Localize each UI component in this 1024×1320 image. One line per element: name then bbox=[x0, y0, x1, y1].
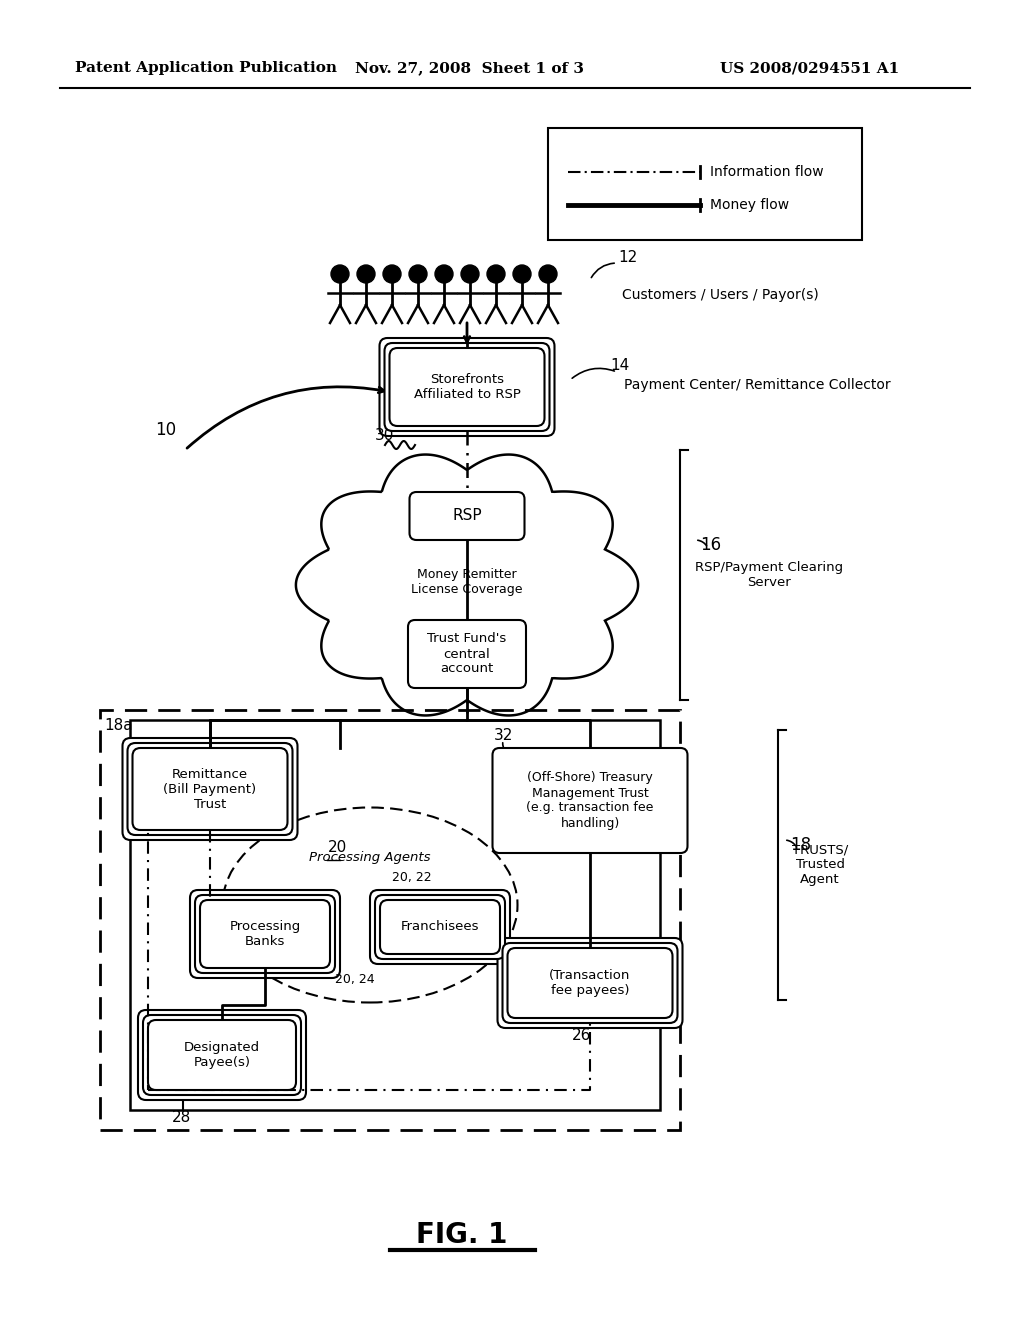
Text: Storefronts
Affiliated to RSP: Storefronts Affiliated to RSP bbox=[414, 374, 520, 401]
FancyBboxPatch shape bbox=[410, 492, 524, 540]
Text: RSP: RSP bbox=[453, 508, 482, 524]
Bar bbox=[548, 128, 862, 240]
Text: Designated
Payee(s): Designated Payee(s) bbox=[184, 1041, 260, 1069]
Circle shape bbox=[357, 265, 375, 282]
FancyBboxPatch shape bbox=[389, 348, 545, 426]
Text: Customers / Users / Payor(s): Customers / Users / Payor(s) bbox=[622, 288, 819, 302]
Text: 26: 26 bbox=[572, 1027, 592, 1043]
Text: Information flow: Information flow bbox=[710, 165, 823, 180]
FancyBboxPatch shape bbox=[138, 1010, 306, 1100]
Text: Money flow: Money flow bbox=[710, 198, 790, 213]
Circle shape bbox=[461, 265, 479, 282]
Text: Payment Center/ Remittance Collector: Payment Center/ Remittance Collector bbox=[624, 378, 891, 392]
Text: FIG. 1: FIG. 1 bbox=[417, 1221, 508, 1249]
FancyBboxPatch shape bbox=[195, 895, 335, 973]
Text: (Transaction
fee payees): (Transaction fee payees) bbox=[549, 969, 631, 997]
Text: 18: 18 bbox=[790, 836, 811, 854]
Text: 20, 24: 20, 24 bbox=[335, 974, 375, 986]
FancyBboxPatch shape bbox=[493, 748, 687, 853]
FancyBboxPatch shape bbox=[375, 895, 505, 960]
Bar bbox=[130, 719, 660, 1110]
FancyBboxPatch shape bbox=[370, 890, 510, 964]
Ellipse shape bbox=[222, 808, 517, 1002]
FancyBboxPatch shape bbox=[508, 948, 673, 1018]
Text: 32: 32 bbox=[494, 727, 513, 742]
FancyBboxPatch shape bbox=[380, 900, 500, 954]
Circle shape bbox=[539, 265, 557, 282]
FancyBboxPatch shape bbox=[498, 939, 683, 1028]
Circle shape bbox=[409, 265, 427, 282]
Text: TRUSTS/
Trusted
Agent: TRUSTS/ Trusted Agent bbox=[792, 843, 848, 887]
FancyBboxPatch shape bbox=[380, 338, 555, 436]
Text: Franchisees: Franchisees bbox=[400, 920, 479, 933]
Text: Processing
Banks: Processing Banks bbox=[229, 920, 301, 948]
Text: Trust Fund's
central
account: Trust Fund's central account bbox=[427, 632, 507, 676]
Text: 30: 30 bbox=[375, 428, 394, 442]
Text: 20: 20 bbox=[328, 841, 347, 855]
Text: Processing Agents: Processing Agents bbox=[309, 851, 431, 865]
FancyBboxPatch shape bbox=[503, 942, 678, 1023]
Text: 28: 28 bbox=[172, 1110, 191, 1126]
Text: Nov. 27, 2008  Sheet 1 of 3: Nov. 27, 2008 Sheet 1 of 3 bbox=[355, 61, 584, 75]
FancyBboxPatch shape bbox=[128, 743, 293, 836]
Text: (Off-Shore) Treasury
Management Trust
(e.g. transaction fee
handling): (Off-Shore) Treasury Management Trust (e… bbox=[526, 771, 653, 829]
FancyBboxPatch shape bbox=[190, 890, 340, 978]
Text: 20, 22: 20, 22 bbox=[392, 871, 432, 884]
Text: RSP/Payment Clearing
Server: RSP/Payment Clearing Server bbox=[695, 561, 843, 589]
Bar bbox=[100, 710, 680, 1130]
FancyBboxPatch shape bbox=[148, 1020, 296, 1090]
Circle shape bbox=[435, 265, 453, 282]
Text: US 2008/0294551 A1: US 2008/0294551 A1 bbox=[720, 61, 899, 75]
FancyBboxPatch shape bbox=[132, 748, 288, 830]
Circle shape bbox=[383, 265, 401, 282]
Text: 12: 12 bbox=[618, 251, 637, 265]
Circle shape bbox=[331, 265, 349, 282]
FancyBboxPatch shape bbox=[143, 1015, 301, 1096]
Text: 10: 10 bbox=[155, 421, 176, 440]
FancyBboxPatch shape bbox=[408, 620, 526, 688]
FancyBboxPatch shape bbox=[200, 900, 330, 968]
Text: Remittance
(Bill Payment)
Trust: Remittance (Bill Payment) Trust bbox=[164, 767, 257, 810]
Circle shape bbox=[513, 265, 531, 282]
Polygon shape bbox=[296, 454, 638, 715]
Text: Patent Application Publication: Patent Application Publication bbox=[75, 61, 337, 75]
Text: Money Remitter
License Coverage: Money Remitter License Coverage bbox=[412, 568, 522, 597]
FancyBboxPatch shape bbox=[384, 343, 550, 432]
FancyBboxPatch shape bbox=[123, 738, 298, 840]
Text: 16: 16 bbox=[700, 536, 721, 554]
Text: 18a: 18a bbox=[104, 718, 133, 733]
Circle shape bbox=[487, 265, 505, 282]
Text: 14: 14 bbox=[610, 358, 630, 372]
